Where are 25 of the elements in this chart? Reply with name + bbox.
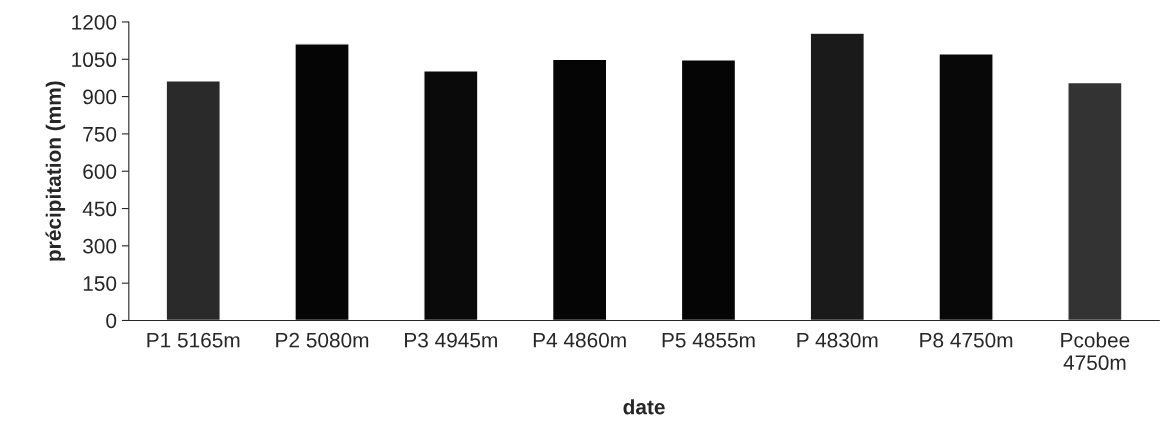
x-tick-label: P2 5080m: [276, 332, 369, 348]
x-tick-label: P1 5165m: [147, 332, 240, 348]
bar: [551, 58, 608, 321]
y-tick-label: 1050: [72, 52, 117, 68]
x-tick-label: P4 4860m: [533, 332, 626, 348]
x-axis-title: date: [623, 399, 665, 415]
y-tick-label: 600: [83, 164, 117, 179]
x-tick-label: Pcobee 4750m: [1061, 332, 1130, 371]
bar: [1067, 81, 1123, 321]
y-tick-label: 300: [83, 238, 117, 254]
y-tick-label: 150: [83, 276, 117, 291]
bar: [294, 43, 350, 321]
y-tick-label: 1200: [72, 14, 117, 30]
x-tick-label: P5 4855m: [662, 332, 755, 348]
y-tick-label: 450: [82, 201, 117, 217]
x-tick-label: P 4830m: [797, 332, 878, 348]
bar: [938, 53, 994, 321]
bar: [423, 70, 479, 321]
y-tick-label: 750: [83, 126, 117, 142]
x-tick-label: P8 4750m: [920, 332, 1013, 348]
y-axis-title: précipitation (mm): [45, 81, 66, 261]
y-tick-label: 0: [106, 313, 117, 329]
y-tick-label: 900: [83, 89, 117, 105]
x-tick-label: P3 4945m: [405, 332, 497, 348]
bar: [680, 59, 737, 321]
